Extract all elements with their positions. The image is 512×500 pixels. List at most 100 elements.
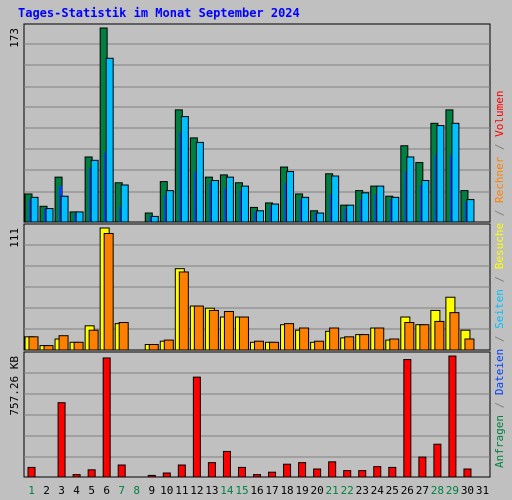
volumen-bar-day-25: [388, 466, 397, 478]
day-label-17: 17: [265, 484, 278, 497]
seiten-bar-day-25: [391, 196, 400, 223]
seiten-bar-day-24: [376, 185, 385, 223]
day-label-31: 31: [476, 484, 489, 497]
seiten-bar-day-21: [331, 175, 340, 223]
visits-max-label: 111: [8, 228, 21, 248]
seiten-bar-day-7: [120, 184, 129, 223]
volumen-bar-day-23: [358, 470, 367, 478]
rechner-bar-day-15: [238, 316, 249, 351]
rechner-bar-day-7: [118, 322, 129, 351]
rechner-bar-day-22: [344, 336, 355, 351]
legend-segment: Anfragen: [493, 415, 506, 468]
volumen-bar-day-13: [207, 462, 216, 478]
volumen-bar-day-30: [463, 468, 472, 478]
rechner-bar-day-1: [28, 336, 39, 351]
volumen-bar-day-26: [403, 359, 412, 478]
volumen-bar-day-21: [328, 461, 337, 478]
seiten-bar-day-13: [210, 180, 219, 223]
day-label-26: 26: [401, 484, 414, 497]
seiten-bar-day-19: [301, 196, 310, 223]
volumen-bar-day-3: [57, 402, 66, 478]
rechner-bar-day-23: [359, 334, 370, 351]
day-label-16: 16: [250, 484, 263, 497]
seiten-bar-day-30: [466, 199, 475, 223]
seiten-bar-day-29: [451, 122, 460, 223]
legend-vertical-label: Anfragen / Dateien / Seiten / Besuche / …: [493, 90, 506, 468]
rechner-bar-day-24: [374, 327, 385, 351]
volumen-bar-day-6: [102, 357, 111, 478]
rechner-bar-day-6: [103, 232, 114, 351]
seiten-bar-day-11: [180, 116, 189, 223]
day-label-2: 2: [43, 484, 50, 497]
volumen-bar-day-20: [313, 468, 322, 478]
rechner-bar-day-25: [389, 338, 400, 351]
chart-title: Tages-Statistik im Monat September 2024: [18, 6, 300, 20]
volumen-bar-day-16: [253, 474, 261, 478]
day-label-3: 3: [58, 484, 65, 497]
day-label-13: 13: [205, 484, 218, 497]
day-label-20: 20: [311, 484, 324, 497]
seiten-bar-day-12: [195, 141, 204, 223]
volumen-bar-day-28: [433, 443, 442, 478]
day-label-19: 19: [295, 484, 308, 497]
volumen-bar-day-15: [237, 466, 246, 478]
volumen-bar-day-29: [448, 355, 457, 478]
rechner-bar-day-19: [299, 327, 310, 351]
seiten-bar-day-6: [105, 57, 114, 223]
day-label-10: 10: [160, 484, 173, 497]
rechner-bar-day-30: [464, 338, 475, 351]
seiten-bar-day-3: [60, 195, 69, 223]
seiten-bar-day-14: [225, 176, 234, 223]
day-label-12: 12: [190, 484, 203, 497]
volumen-bar-day-14: [222, 450, 231, 478]
day-label-18: 18: [280, 484, 293, 497]
day-label-5: 5: [88, 484, 95, 497]
legend-segment: /: [493, 203, 506, 223]
day-label-15: 15: [235, 484, 248, 497]
seiten-bar-day-23: [361, 192, 370, 223]
seiten-bar-day-27: [421, 180, 430, 223]
rechner-bar-day-11: [178, 271, 189, 351]
day-label-23: 23: [356, 484, 369, 497]
rechner-bar-day-27: [419, 324, 430, 351]
volumen-bar-day-22: [343, 470, 352, 478]
rechner-bar-day-5: [88, 329, 99, 351]
volumen-bar-day-1: [27, 466, 36, 478]
volumen-bar-day-5: [87, 469, 96, 478]
volumen-bar-day-17: [268, 471, 277, 478]
volume-panel: 757.26 KB: [8, 351, 491, 478]
visits-panel: 111: [8, 223, 491, 351]
seiten-bar-day-16: [255, 210, 264, 223]
day-label-7: 7: [118, 484, 125, 497]
day-label-29: 29: [446, 484, 459, 497]
day-label-22: 22: [341, 484, 354, 497]
rechner-bar-day-21: [329, 327, 340, 351]
chart-panels: 173 111 757.26 KB: [8, 23, 491, 478]
rechner-bar-day-17: [269, 341, 280, 351]
day-label-9: 9: [148, 484, 155, 497]
seiten-bar-day-10: [165, 190, 174, 223]
volumen-bar-day-4: [72, 474, 81, 478]
legend-segment: Dateien: [493, 349, 506, 395]
day-label-25: 25: [386, 484, 399, 497]
rechner-bar-day-18: [284, 323, 295, 351]
day-label-11: 11: [175, 484, 188, 497]
legend-segment: /: [493, 137, 506, 157]
rechner-bar-day-28: [434, 320, 445, 351]
seiten-bar-day-17: [271, 203, 280, 223]
seiten-bar-day-1: [30, 196, 39, 223]
seiten-bar-day-9: [150, 215, 159, 223]
legend-segment: Rechner: [493, 156, 506, 203]
rechner-bar-day-16: [253, 340, 264, 351]
rechner-bar-day-26: [404, 322, 415, 351]
seiten-bar-day-18: [286, 171, 295, 223]
volumen-bar-day-11: [177, 464, 186, 478]
day-label-27: 27: [416, 484, 429, 497]
rechner-bar-day-10: [163, 339, 174, 351]
volumen-bar-day-10: [162, 472, 171, 478]
requests-panel: 173: [8, 23, 491, 223]
legend-segment: Volumen: [493, 90, 506, 136]
seiten-bar-day-28: [436, 125, 445, 223]
rechner-bar-day-4: [73, 341, 84, 351]
